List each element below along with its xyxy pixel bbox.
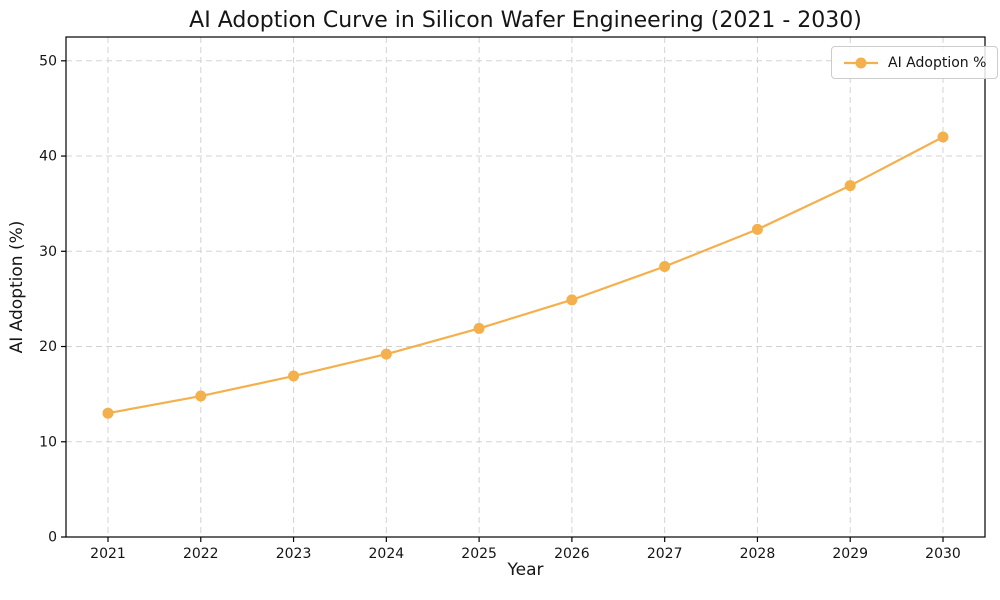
y-tick-label: 50 [39,53,57,69]
data-point [473,322,485,334]
series-line [106,135,945,415]
legend-line-marker-icon [844,57,878,68]
y-tick-label: 30 [39,244,57,260]
x-tick-label: 2027 [647,546,683,562]
data-point [751,223,763,235]
y-tick-label: 10 [39,434,57,450]
data-point [844,180,856,192]
data-point [937,131,949,143]
x-tick-label: 2021 [90,546,126,562]
y-tick-label: 40 [39,149,57,165]
x-tick-label: 2026 [554,546,590,562]
x-tick-label: 2030 [925,546,961,562]
data-point [195,390,207,402]
legend-marker-sample [855,57,867,68]
legend-label: AI Adoption % [888,54,987,71]
y-tick-label: 0 [48,530,57,546]
data-point [380,348,392,360]
x-tick-label: 2029 [832,546,868,562]
x-tick-label: 2028 [740,546,776,562]
x-tick-label: 2025 [461,546,497,562]
y-tick-label: 20 [39,339,57,355]
x-tick-label: 2022 [183,546,219,562]
data-point [102,407,114,419]
x-tick-label: 2024 [369,546,405,562]
plot-box [65,36,986,538]
x-tick-label: 2023 [276,546,312,562]
data-point [659,261,671,273]
x-axis-label: Year [507,560,544,580]
chart-title: AI Adoption Curve in Silicon Wafer Engin… [189,8,862,33]
data-point [566,294,578,306]
data-point [288,370,300,382]
legend: AI Adoption % [831,46,999,79]
y-axis-label: AI Adoption (%) [7,220,27,354]
